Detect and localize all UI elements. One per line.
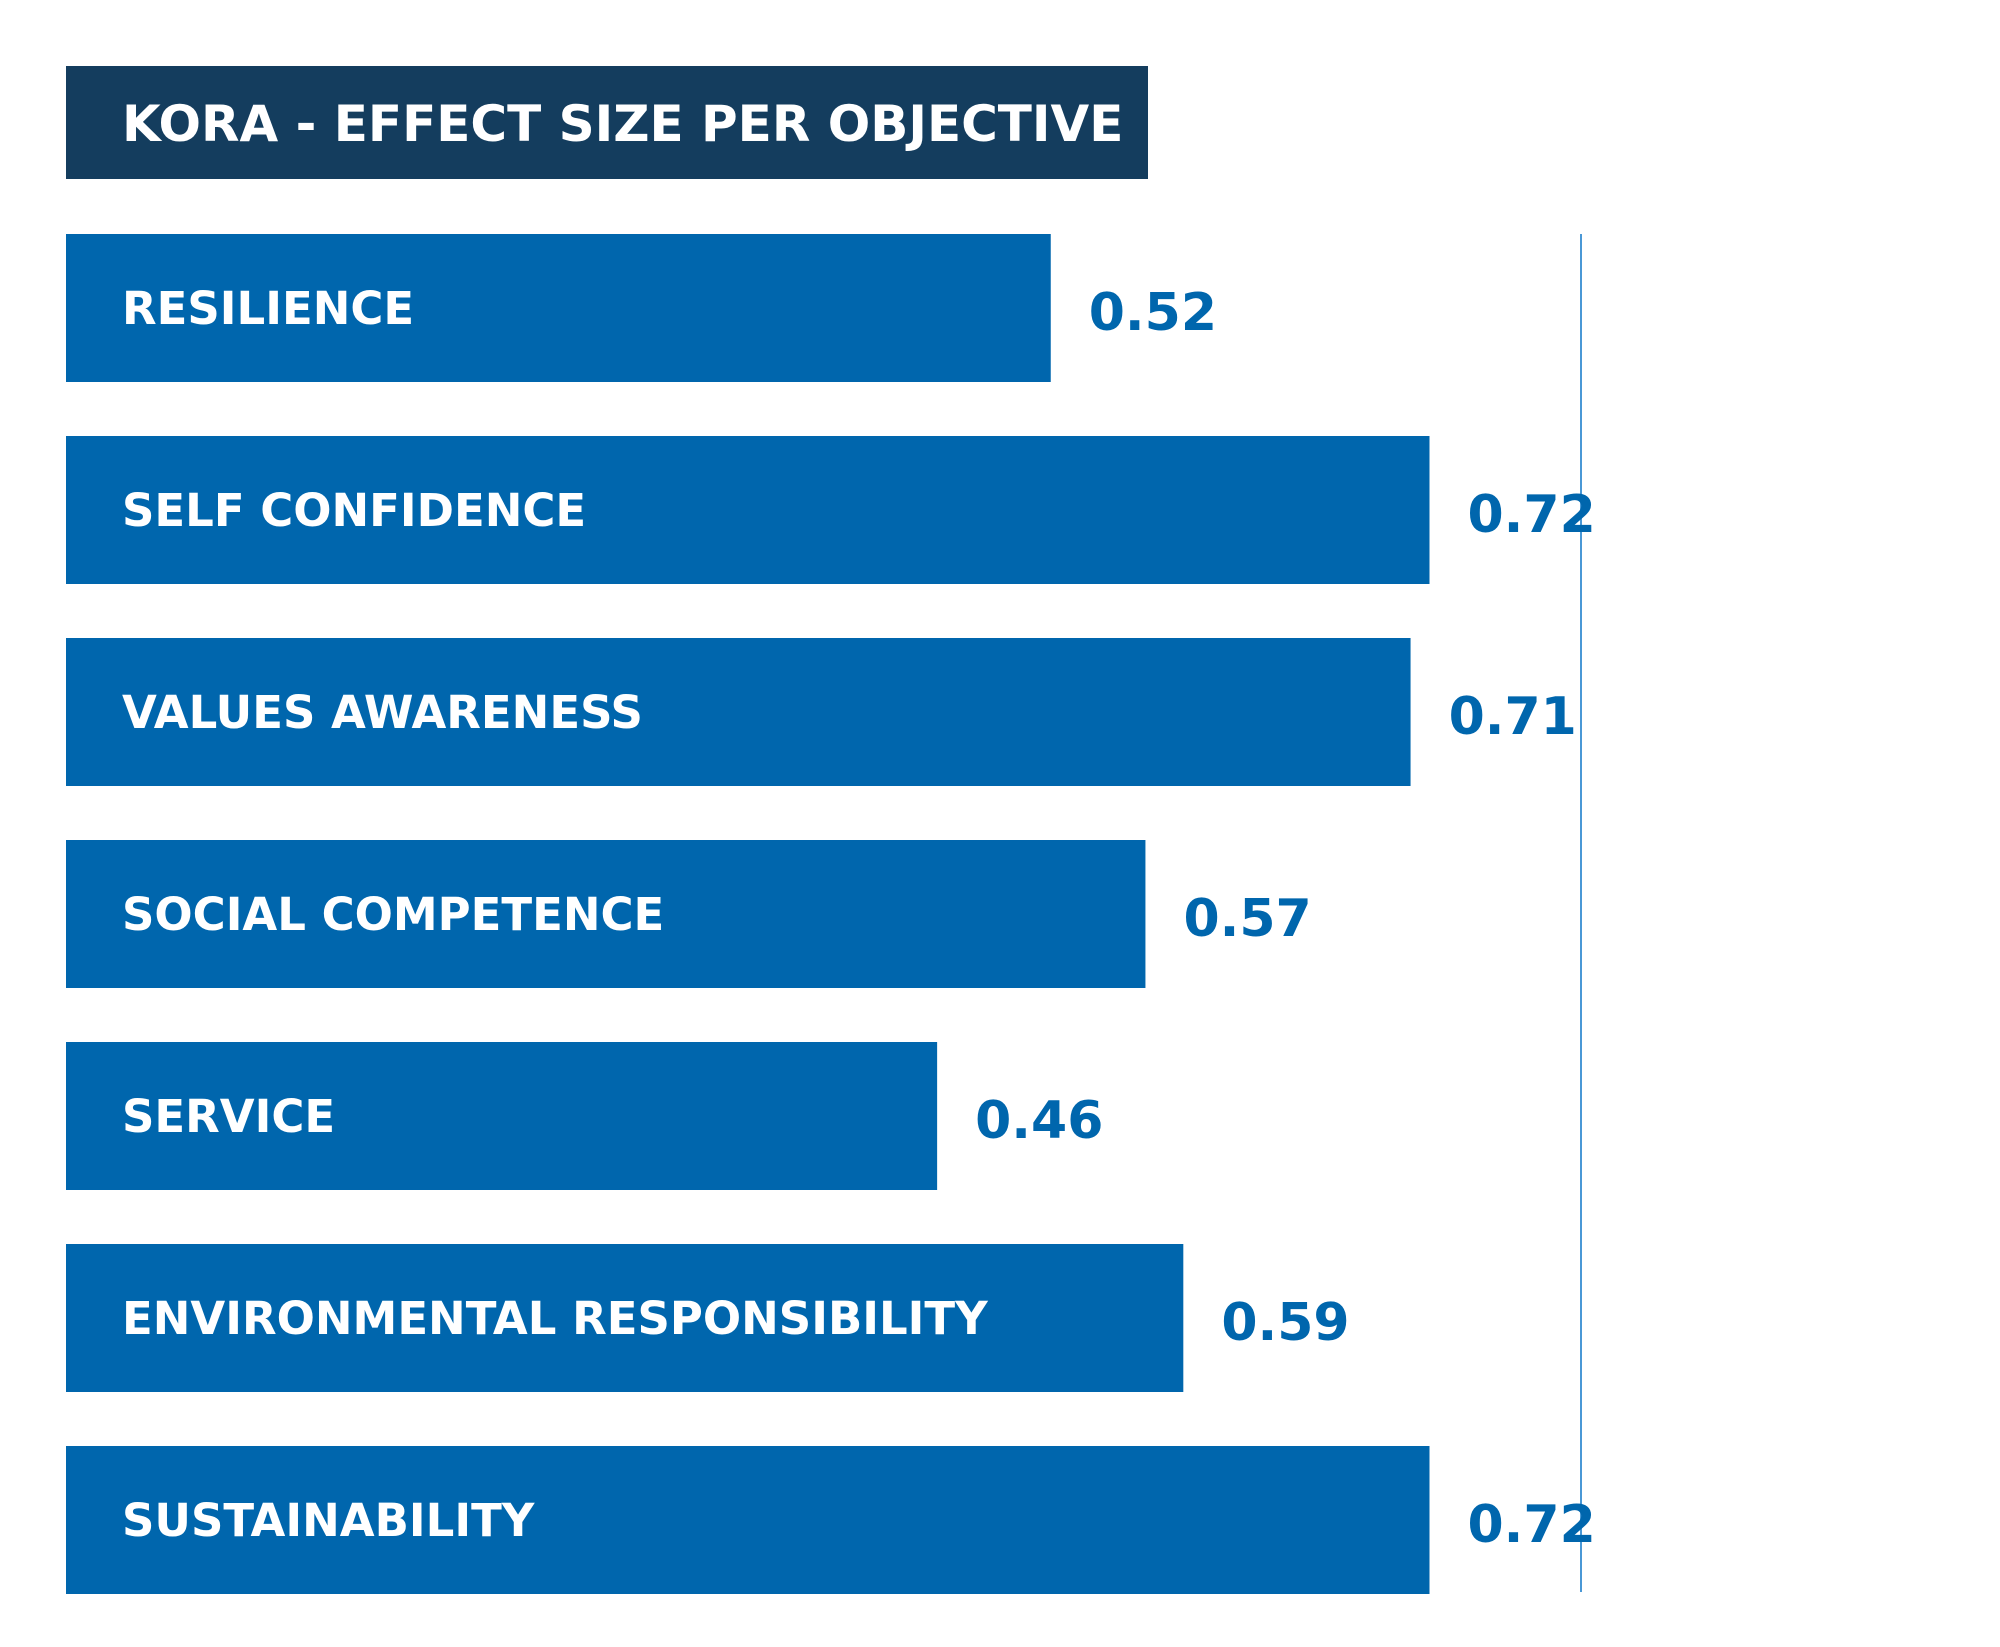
bar-resilience [66,234,1051,382]
bar-service [66,1042,938,1190]
bar-sustainability [66,1446,1430,1594]
value-label: 0.59 [1221,1293,1349,1353]
category-label: SUSTAINABILITY [122,1494,536,1547]
category-label: ENVIRONMENTAL RESPONSIBILITY [122,1292,989,1345]
category-label: SOCIAL COMPETENCE [122,888,664,941]
bar-values-awareness [66,638,1411,786]
value-label: 0.52 [1089,283,1217,343]
value-label: 0.72 [1468,485,1596,545]
value-label: 0.71 [1449,687,1577,747]
category-label: VALUES AWARENESS [122,686,643,739]
value-label: 0.57 [1183,889,1311,949]
bar-social-competence [66,840,1146,988]
category-label: RESILIENCE [122,282,414,335]
chart-title-box [66,66,1148,179]
category-label: SELF CONFIDENCE [122,484,586,537]
chart-title: KORA - EFFECT SIZE PER OBJECTIVE [122,95,1123,153]
value-label: 0.72 [1468,1495,1596,1555]
bars-group: RESILIENCE 0.52 SELF CONFIDENCE 0.72 VALUES … [66,234,1596,1594]
value-label: 0.46 [975,1091,1103,1151]
bar-self-confidence [66,436,1430,584]
bar-environmental-responsibility [66,1244,1184,1392]
category-label: SERVICE [122,1090,335,1143]
